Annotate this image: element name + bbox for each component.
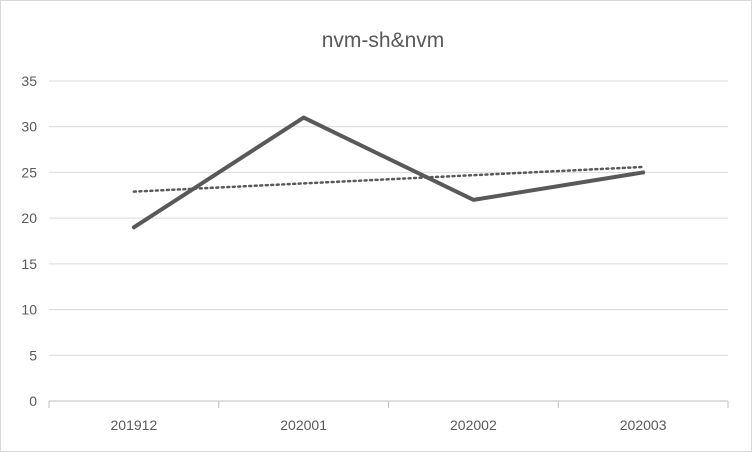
x-tick-label: 202001 xyxy=(280,417,327,433)
x-tick-label: 201912 xyxy=(111,417,158,433)
y-tick-label: 10 xyxy=(21,302,37,318)
chart-title: nvm-sh&nvm xyxy=(322,29,445,52)
y-tick-label: 0 xyxy=(29,393,37,409)
y-tick-label: 5 xyxy=(29,347,37,363)
series-line xyxy=(131,115,646,230)
x-tick-label: 202003 xyxy=(620,417,667,433)
y-tick-label: 25 xyxy=(21,164,37,180)
y-tick-label: 35 xyxy=(21,73,37,89)
trendline-layer xyxy=(132,165,645,193)
y-tick-label: 15 xyxy=(21,256,37,272)
gridlines xyxy=(49,80,728,356)
y-axis-ticks: 0 5 10 15 20 25 30 35 xyxy=(21,73,37,409)
y-tick-label: 20 xyxy=(21,210,37,226)
x-axis: 201912 202001 202002 202003 xyxy=(48,400,729,433)
y-tick-label: 30 xyxy=(21,119,37,135)
series-layer xyxy=(131,115,646,230)
x-tick-label: 202002 xyxy=(450,417,497,433)
trendline xyxy=(132,165,645,193)
